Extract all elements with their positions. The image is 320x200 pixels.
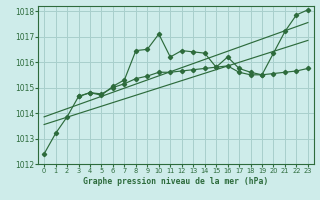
X-axis label: Graphe pression niveau de la mer (hPa): Graphe pression niveau de la mer (hPa) [84, 177, 268, 186]
